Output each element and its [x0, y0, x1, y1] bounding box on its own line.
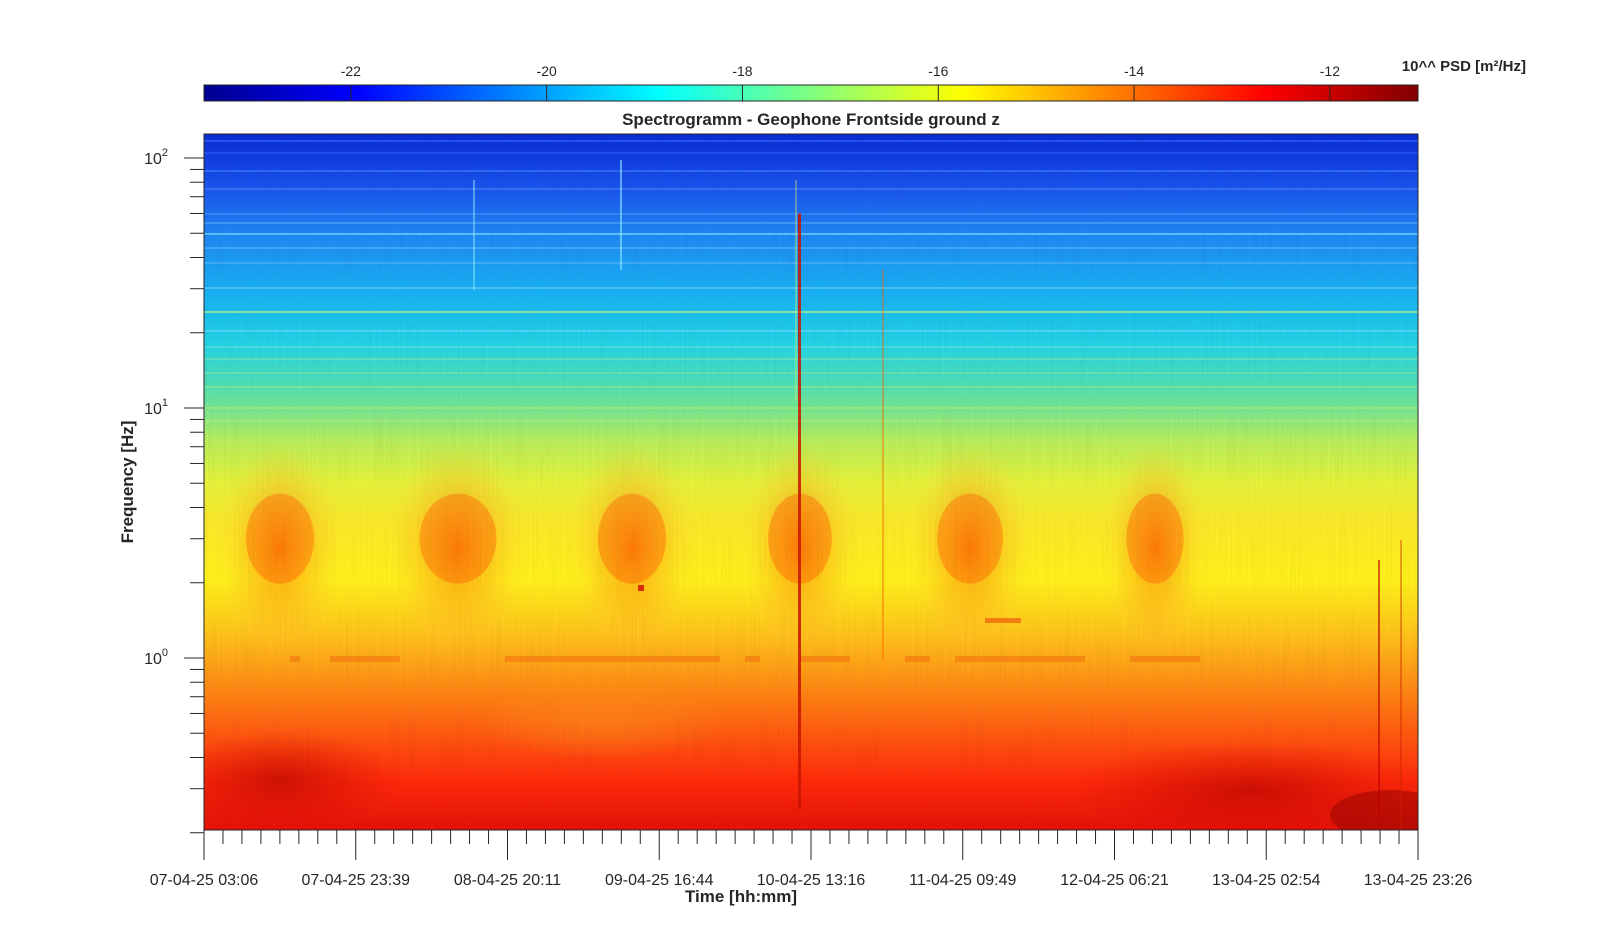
x-tick-label: 07-04-25 23:39: [301, 872, 410, 889]
x-tick-label: 09-04-25 16:44: [605, 872, 714, 889]
x-tick-label: 08-04-25 20:11: [454, 872, 561, 889]
y-axis-ticks: [184, 157, 204, 834]
colorbar-label: 10^^ PSD [m²/Hz]: [1402, 58, 1526, 75]
y-tick-label: 101: [144, 397, 168, 418]
y-axis-label: Frequency [Hz]: [118, 421, 137, 544]
colorbar-ticks: -22 -20 -18 -16 -14 -12: [341, 63, 1340, 101]
x-tick-label: 13-04-25 23:26: [1364, 872, 1473, 889]
colorbar-tick-label: -20: [537, 63, 557, 79]
colorbar-tick-label: -16: [928, 63, 948, 79]
x-tick-label: 07-04-25 03:06: [150, 872, 259, 889]
colorbar-tick-label: -18: [732, 63, 752, 79]
chart-title: Spectrogramm - Geophone Frontside ground…: [622, 110, 1000, 129]
y-axis-tick-labels: 100 101 102: [144, 147, 168, 668]
x-axis-tick-labels: 07-04-25 03:06 07-04-25 23:39 08-04-25 20:…: [150, 872, 1473, 889]
x-tick-label: 13-04-25 02:54: [1212, 872, 1321, 889]
x-axis-label: Time [hh:mm]: [685, 887, 797, 906]
colorbar-tick-label: -22: [341, 63, 361, 79]
spectrogram-heatmap: [204, 134, 1418, 830]
transient-event-line: [798, 213, 801, 809]
x-axis-ticks: [203, 830, 1419, 860]
y-tick-label: 100: [144, 647, 168, 668]
axes: 07-04-25 03:06 07-04-25 23:39 08-04-25 20:…: [118, 133, 1473, 906]
colorbar-gradient: [203, 84, 1419, 102]
x-tick-label: 10-04-25 13:16: [757, 872, 866, 889]
x-tick-label: 11-04-25 09:49: [909, 872, 1016, 889]
colorbar: -22 -20 -18 -16 -14 -12 10^^ PSD [m²/Hz]: [203, 58, 1526, 102]
x-tick-label: 12-04-25 06:21: [1060, 872, 1169, 889]
y-tick-label: 102: [144, 147, 168, 168]
colorbar-tick-label: -14: [1124, 63, 1144, 79]
colorbar-tick-label: -12: [1320, 63, 1340, 79]
